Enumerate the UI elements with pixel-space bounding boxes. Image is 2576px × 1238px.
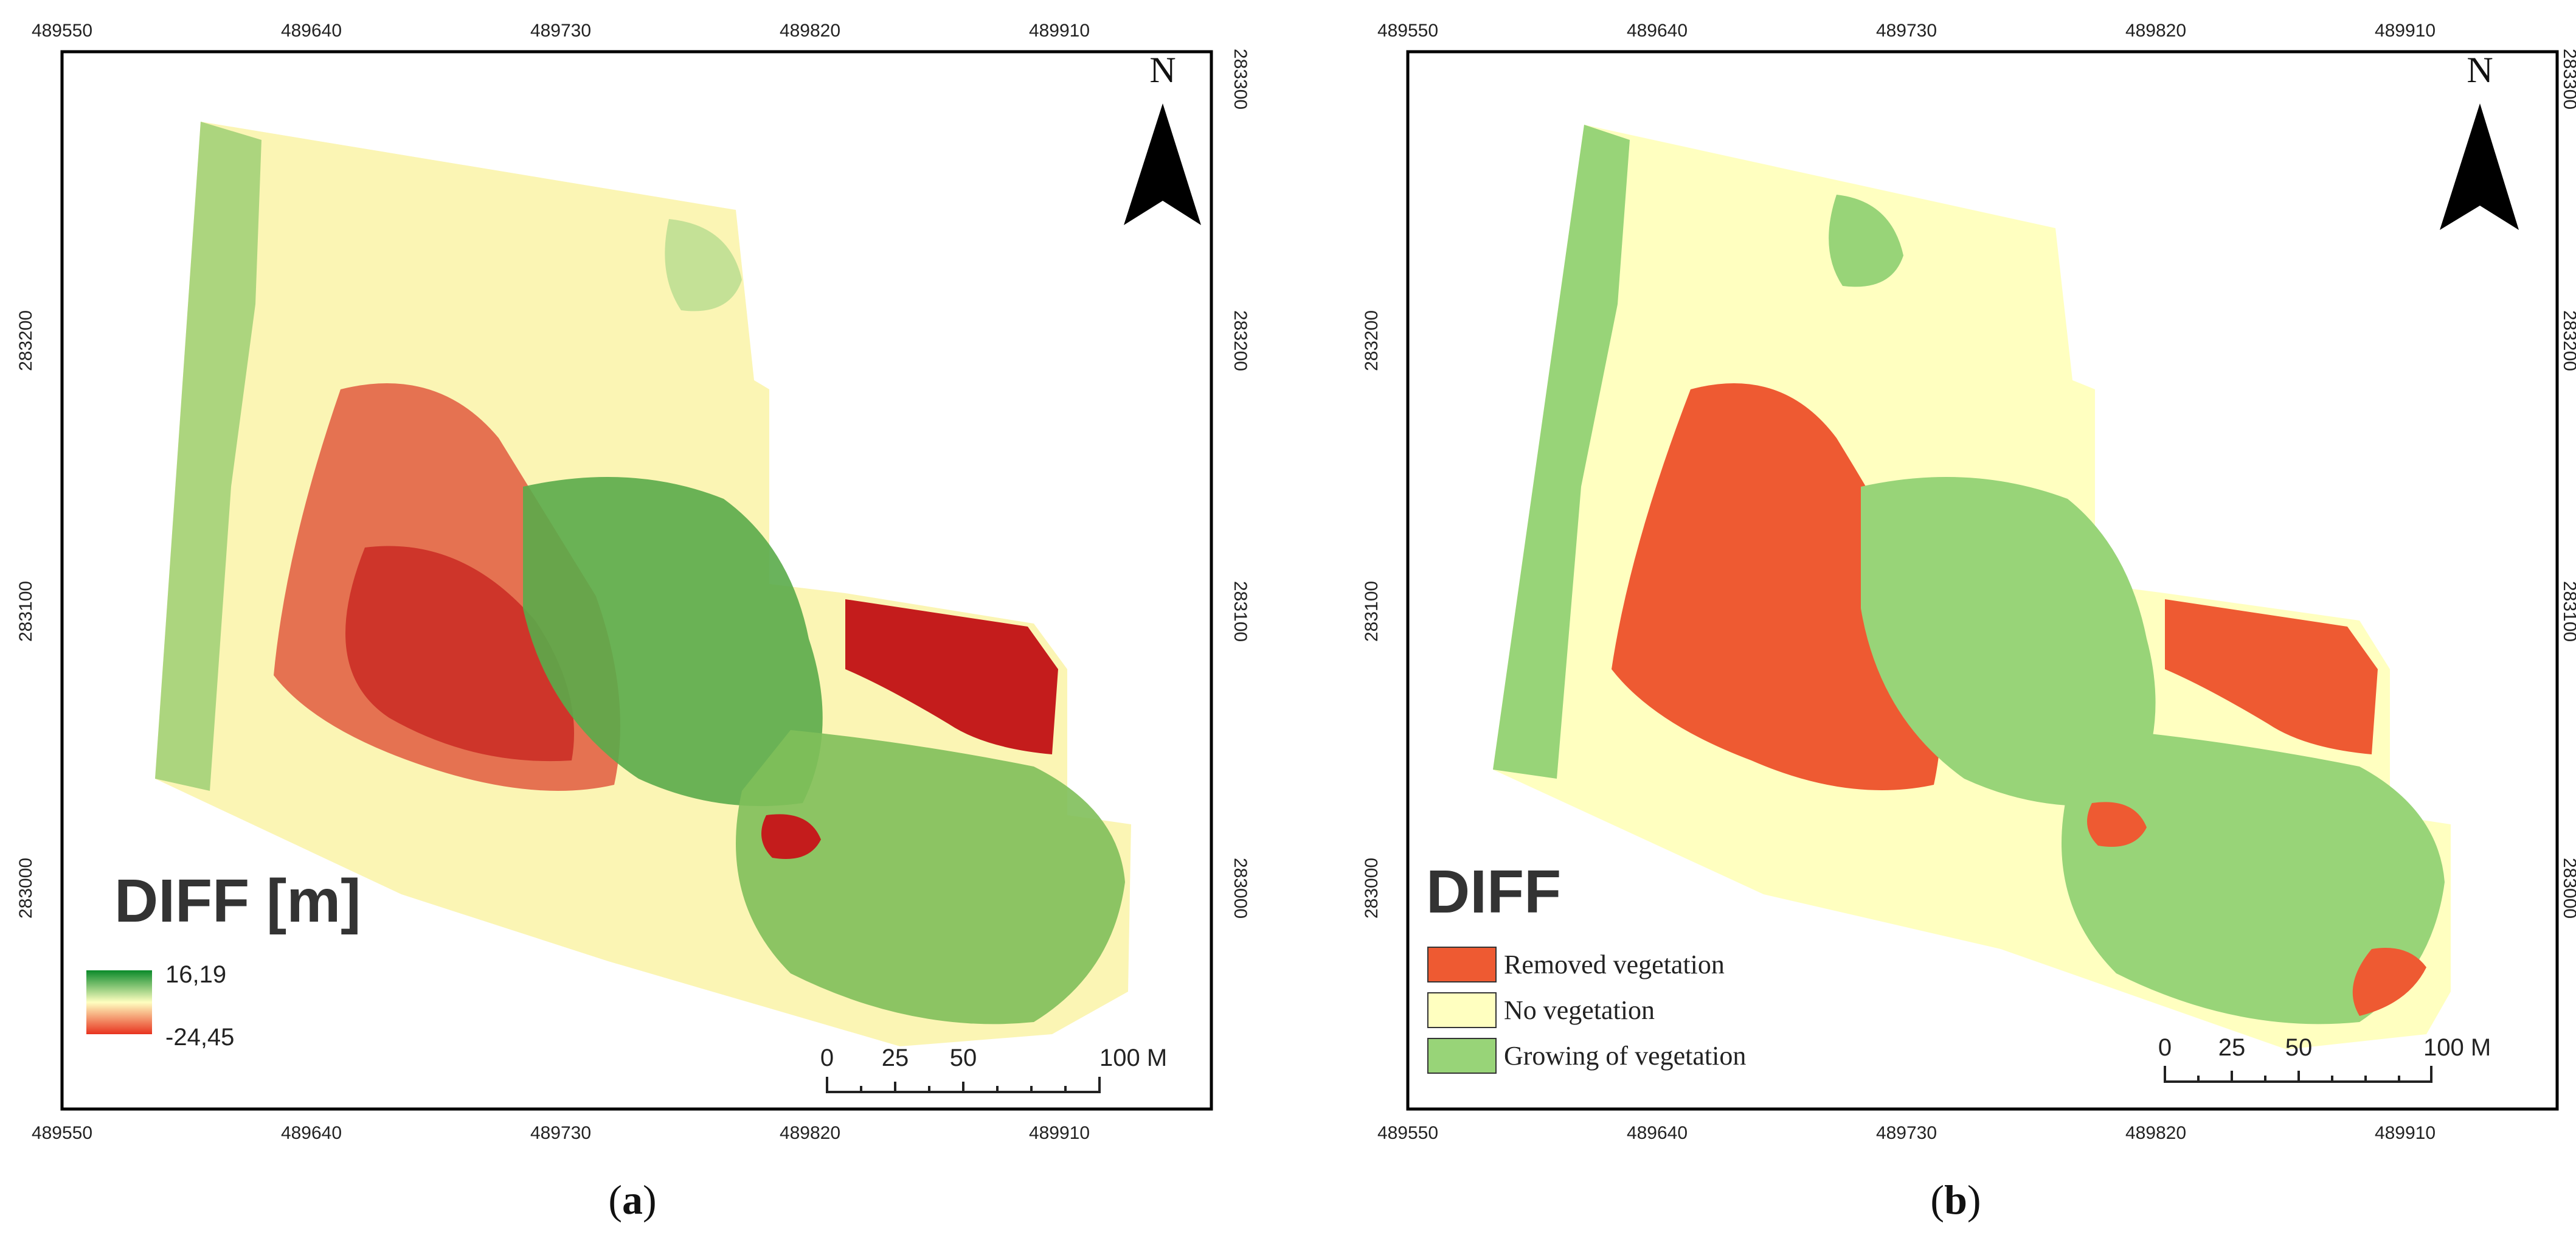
growth-zone-central: [523, 477, 823, 806]
top-tick-label: 489730: [530, 21, 591, 41]
right-coordinate-axis: 283300 283200 283100 283000: [2560, 49, 2576, 919]
bottom-tick-label: 489550: [32, 1123, 92, 1143]
growth-zone-southeast: [736, 730, 1125, 1024]
scale-bar-line: [2164, 1066, 2432, 1083]
panel-caption: (a): [608, 1177, 656, 1223]
left-tick-label: 283000: [1362, 858, 1382, 919]
right-tick-label: 283300: [2560, 49, 2576, 110]
bottom-tick-label: 489730: [1876, 1123, 1937, 1143]
legend-min-label: -24,45: [165, 1024, 234, 1051]
scale-label: 0: [2158, 1034, 2172, 1061]
scale-label: 50: [950, 1045, 977, 1071]
right-tick-label: 283000: [2560, 858, 2576, 919]
bottom-tick-label: 489550: [1377, 1123, 1438, 1143]
top-coordinate-axis: 489550 489640 489730 489820 489910: [1377, 21, 2436, 41]
scale-bar: 0 25 50 100 M: [820, 1045, 1167, 1093]
top-tick-label: 489910: [1029, 21, 1090, 41]
color-ramp: [86, 970, 152, 1034]
top-tick-label: 489640: [1627, 21, 1688, 41]
bottom-coordinate-axis: 489550 489640 489730 489820 489910: [32, 1123, 1090, 1143]
legend-label: No vegetation: [1504, 995, 1655, 1025]
left-tick-label: 283000: [16, 858, 36, 919]
green-patch-north: [665, 219, 742, 311]
scale-label: 100 M: [1099, 1045, 1167, 1071]
bottom-tick-label: 489910: [1029, 1123, 1090, 1143]
growth-class-southeast: [2062, 730, 2445, 1024]
legend-max-label: 16,19: [165, 961, 226, 988]
top-tick-label: 489820: [780, 21, 840, 41]
removed-patch-south: [761, 814, 821, 859]
legend-swatch: [1427, 947, 1497, 982]
north-arrow-icon: N: [1124, 50, 1201, 225]
elevation-difference-raster: [155, 122, 1131, 1046]
removed-class-west: [1612, 383, 1942, 790]
bottom-tick-label: 489640: [281, 1123, 342, 1143]
top-tick-label: 489550: [1377, 21, 1438, 41]
removed-zone-northeast: [845, 599, 1058, 754]
top-coordinate-axis: 489550 489640 489730 489820 489910: [32, 21, 1090, 41]
panel-a: 489550 489640 489730 489820 489910 48955…: [16, 21, 1250, 1223]
north-arrow-shape: [2440, 103, 2519, 230]
top-tick-label: 489550: [32, 21, 92, 41]
legend-title: DIFF: [1426, 858, 1561, 926]
north-label: N: [2467, 50, 2493, 90]
removed-class-patch-south: [2087, 802, 2147, 847]
left-tick-label: 283100: [16, 581, 36, 642]
western-vegetation-strip: [155, 122, 261, 791]
top-tick-label: 489910: [2375, 21, 2436, 41]
bottom-tick-label: 489730: [530, 1123, 591, 1143]
growth-class-west: [1493, 125, 1630, 779]
north-arrow-icon: N: [2440, 50, 2519, 230]
legend-label: Growing of vegetation: [1504, 1041, 1746, 1071]
legend: DIFF Removed vegetation No vegetation Gr…: [1426, 858, 1746, 1074]
removed-zone-core: [345, 546, 574, 762]
growth-class-central: [1861, 477, 2156, 806]
top-tick-label: 489820: [2125, 21, 2186, 41]
top-tick-label: 489640: [281, 21, 342, 41]
bottom-tick-label: 489820: [780, 1123, 840, 1143]
left-tick-label: 283100: [1362, 581, 1382, 642]
left-coordinate-axis: 283200 283100 283000: [16, 310, 36, 919]
scale-label: 0: [820, 1045, 834, 1071]
bottom-tick-label: 489640: [1627, 1123, 1688, 1143]
bottom-coordinate-axis: 489550 489640 489730 489820 489910: [1377, 1123, 2436, 1143]
legend-item-growing: Growing of vegetation: [1427, 1038, 1746, 1074]
scale-label: 50: [2285, 1034, 2313, 1061]
left-tick-label: 283200: [16, 310, 36, 371]
left-tick-label: 283200: [1362, 310, 1382, 371]
right-tick-label: 283100: [1230, 581, 1250, 642]
legend-swatch: [1427, 992, 1497, 1028]
right-tick-label: 283300: [1230, 49, 1250, 110]
right-tick-label: 283000: [1230, 858, 1250, 919]
legend-title: DIFF [m]: [114, 867, 361, 935]
right-tick-label: 283200: [2560, 310, 2576, 371]
north-arrow-shape: [1124, 103, 1201, 225]
scale-bar: 0 25 50 100 M: [2158, 1034, 2491, 1083]
left-coordinate-axis: 283200 283100 283000: [1362, 310, 1382, 919]
panel-b: 489550 489640 489730 489820 489910 48955…: [1362, 21, 2576, 1223]
growth-class-north: [1829, 195, 1903, 287]
legend-item-removed: Removed vegetation: [1427, 947, 1725, 982]
scale-label: 25: [2218, 1034, 2246, 1061]
north-label: N: [1149, 50, 1175, 90]
change-classification-raster: [1493, 125, 2451, 1049]
panel-caption: (b): [1930, 1177, 1981, 1223]
right-coordinate-axis: 283300 283200 283100 283000: [1230, 49, 1250, 919]
removed-class-patch-southeast: [2352, 948, 2426, 1016]
legend-swatch: [1427, 1038, 1497, 1074]
right-tick-label: 283100: [2560, 581, 2576, 642]
scale-bar-line: [826, 1077, 1101, 1093]
legend-item-none: No vegetation: [1427, 992, 1655, 1028]
bottom-tick-label: 489820: [2125, 1123, 2186, 1143]
removed-class-northeast: [2165, 599, 2378, 754]
right-tick-label: 283200: [1230, 310, 1250, 371]
legend-label: Removed vegetation: [1504, 950, 1725, 979]
scale-label: 25: [882, 1045, 909, 1071]
scale-label: 100 M: [2423, 1034, 2491, 1061]
bottom-tick-label: 489910: [2375, 1123, 2436, 1143]
top-tick-label: 489730: [1876, 21, 1937, 41]
legend: DIFF [m] 16,19 -24,45: [86, 867, 361, 1051]
